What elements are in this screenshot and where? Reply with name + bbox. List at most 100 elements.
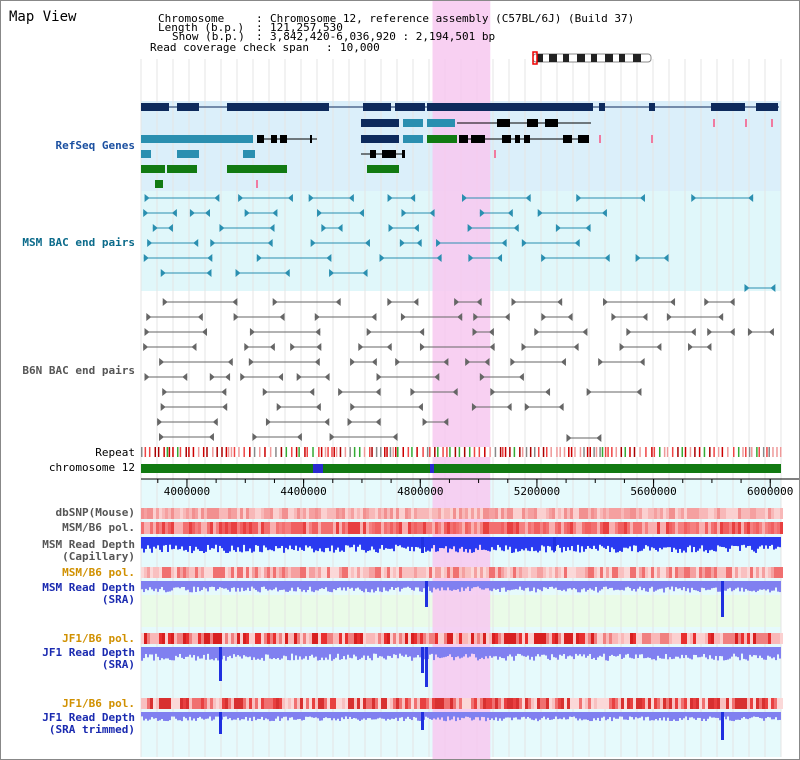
jf1-depth-sra-bar xyxy=(575,647,577,654)
msm-depth-capillary-bar xyxy=(257,537,259,546)
jf1-b6-pol-strip-cell xyxy=(528,633,531,644)
track-label-jf1-b6-pol-trimmed[interactable]: JF1/B6 pol. xyxy=(62,697,135,710)
jf1-depth-trimmed xyxy=(141,712,781,740)
msm-b6-pol-sra-strip-cell xyxy=(759,567,762,578)
jf1-b6-pol-trimmed-strip-cell xyxy=(606,698,609,709)
msm-b6-pol-strip-cell xyxy=(726,522,729,534)
track-label-msm-bac[interactable]: MSM BAC end pairs xyxy=(22,236,135,249)
jf1-depth-trimmed-bar xyxy=(429,712,431,720)
repeat-element xyxy=(230,447,233,457)
msm-depth-sra-bar xyxy=(683,581,685,587)
track-label-refseq[interactable]: RefSeq Genes xyxy=(55,139,135,152)
jf1-b6-pol-trimmed-strip-cell xyxy=(348,698,351,709)
track-label-dbsnp[interactable]: dbSNP(Mouse) xyxy=(55,506,135,519)
refseq-gene-green xyxy=(227,165,287,173)
track-label-jf1-b6-pol[interactable]: JF1/B6 pol. xyxy=(62,632,135,645)
jf1-depth-trimmed-bar xyxy=(623,712,625,720)
repeat-element xyxy=(163,447,165,457)
b6n-bac-pair-end xyxy=(413,298,419,306)
jf1-depth-sra-bar xyxy=(265,647,267,655)
jf1-b6-pol-trimmed-strip-cell xyxy=(249,698,252,709)
jf1-b6-pol-strip-cell xyxy=(612,633,615,644)
msm-b6-pol-strip-cell xyxy=(261,522,264,534)
track-label-msm-depth-capillary[interactable]: MSM Read Depth xyxy=(42,538,135,551)
track-label-msm-b6-pol-sra[interactable]: MSM/B6 pol. xyxy=(62,566,135,579)
track-label-b6n-bac[interactable]: B6N BAC end pairs xyxy=(22,364,135,377)
jf1-depth-trimmed-bar xyxy=(713,712,715,718)
msm-depth-capillary-bar xyxy=(687,537,689,548)
msm-depth-capillary-bar xyxy=(373,537,375,550)
msm-b6-pol-strip-cell xyxy=(717,522,720,534)
msm-b6-pol-strip-cell xyxy=(282,522,285,534)
jf1-depth-trimmed-bar xyxy=(725,712,727,720)
msm-bac-pair-end xyxy=(256,254,262,262)
msm-depth-sra-bar xyxy=(179,581,181,589)
jf1-depth-sra-bar xyxy=(633,647,635,659)
track-label-msm-b6-pol[interactable]: MSM/B6 pol. xyxy=(62,521,135,534)
jf1-depth-sra-bar xyxy=(149,647,151,655)
dbsnp-strip-cell xyxy=(339,508,342,519)
jf1-depth-sra-bar xyxy=(763,647,765,660)
msm-depth-sra-bar xyxy=(213,581,215,587)
track-label-msm-depth-sra[interactable]: MSM Read Depth xyxy=(42,581,135,594)
refseq-gene-green xyxy=(141,165,165,173)
repeat-element xyxy=(157,447,160,457)
track-label-jf1-depth-trimmed[interactable]: JF1 Read Depth xyxy=(42,711,135,724)
jf1-b6-pol-trimmed-strip-cell xyxy=(453,698,456,709)
msm-b6-pol-strip-cell xyxy=(708,522,711,534)
msm-depth-sra-bar xyxy=(453,581,455,590)
msm-b6-pol-strip-cell xyxy=(228,522,231,534)
msm-depth-capillary-bar xyxy=(773,537,775,550)
jf1-depth-trimmed-bar xyxy=(525,712,527,719)
msm-b6-pol-sra-strip-cell xyxy=(369,567,372,578)
b6n-bac-pair-end xyxy=(162,388,168,396)
repeat-element xyxy=(392,447,395,457)
msm-depth-sra-bar xyxy=(615,581,617,590)
msm-b6-pol-sra-strip-cell xyxy=(210,567,213,578)
b6n-bac-pair-end xyxy=(159,358,165,366)
jf1-b6-pol-trimmed-strip-cell xyxy=(327,698,330,709)
msm-b6-pol-strip-cell xyxy=(390,522,393,534)
b6n-bac-pair-end xyxy=(208,433,214,441)
jf1-b6-pol-strip-cell xyxy=(315,633,318,644)
dbsnp-strip-cell xyxy=(603,508,606,519)
jf1-b6-pol-strip-cell xyxy=(270,633,273,644)
msm-b6-pol-sra-strip-cell xyxy=(357,567,360,578)
repeat-element xyxy=(653,447,656,457)
msm-depth-capillary-bar xyxy=(585,537,587,550)
msm-depth-capillary-bar xyxy=(303,537,305,551)
msm-depth-capillary-bar xyxy=(275,537,277,547)
msm-depth-capillary-bar xyxy=(149,537,151,549)
repeat-element xyxy=(607,447,609,457)
msm-depth-sra-bar xyxy=(667,581,669,588)
msm-b6-pol-strip-cell xyxy=(468,522,471,534)
repeat-element xyxy=(216,447,218,457)
msm-depth-sra-bar xyxy=(241,581,243,588)
repeat-element xyxy=(295,447,298,457)
track-label-repeat[interactable]: Repeat xyxy=(95,446,135,459)
jf1-b6-pol-trimmed-strip-cell xyxy=(405,698,408,709)
repeat-element xyxy=(529,447,532,457)
jf1-depth-sra-bar xyxy=(757,647,759,659)
dbsnp-strip-cell xyxy=(426,508,429,519)
msm-bac-pair-end xyxy=(308,194,314,202)
msm-b6-pol-sra-strip-cell xyxy=(540,567,543,578)
jf1-depth-sra-bar xyxy=(335,647,337,658)
msm-b6-pol-strip-cell xyxy=(744,522,747,534)
track-label-jf1-depth-sra[interactable]: JF1 Read Depth xyxy=(42,646,135,659)
msm-b6-pol-sra-strip-cell xyxy=(723,567,726,578)
msm-depth-capillary-bar xyxy=(547,537,549,546)
selected-region-highlight xyxy=(432,1,491,759)
repeat-element xyxy=(264,447,266,457)
jf1-depth-trimmed-bar xyxy=(399,712,401,718)
msm-bac-pair-end xyxy=(639,194,645,202)
track-label-chromosome[interactable]: chromosome 12 xyxy=(48,461,135,474)
msm-depth-sra-bar xyxy=(553,581,555,589)
jf1-b6-pol-strip-cell xyxy=(693,633,696,644)
repeat-element xyxy=(559,447,561,457)
msm-depth-sra-bar xyxy=(171,581,173,591)
msm-depth-sra-bar xyxy=(571,581,573,590)
msm-b6-pol-sra-strip-cell xyxy=(474,567,477,578)
dbsnp-strip-cell xyxy=(558,508,561,519)
